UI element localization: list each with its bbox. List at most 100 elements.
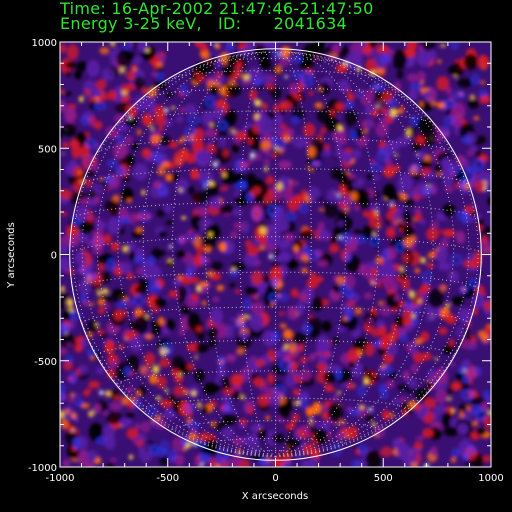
emission-blob xyxy=(60,291,69,303)
emission-blob xyxy=(168,394,176,403)
emission-blob xyxy=(479,94,491,104)
emission-blob xyxy=(299,357,309,363)
emission-blob xyxy=(363,128,369,134)
emission-blob xyxy=(271,152,278,158)
emission-ring xyxy=(87,349,96,356)
emission-blob xyxy=(99,390,104,395)
emission-blob xyxy=(191,191,208,203)
emission-blob xyxy=(460,338,472,349)
emission-blob xyxy=(438,229,444,234)
emission-blob xyxy=(190,276,200,284)
emission-blob xyxy=(375,104,381,108)
longitude-line xyxy=(275,52,434,458)
emission-blob xyxy=(292,135,307,149)
emission-blob xyxy=(171,356,186,374)
emission-blob xyxy=(395,316,406,328)
emission-blob xyxy=(148,374,158,385)
emission-blob xyxy=(338,79,350,93)
emission-blob xyxy=(105,390,111,397)
emission-blob xyxy=(151,71,158,77)
emission-ring xyxy=(400,333,407,342)
emission-blob xyxy=(244,314,250,319)
emission-blob xyxy=(60,127,65,138)
emission-blob xyxy=(301,254,310,263)
emission-ring xyxy=(148,256,155,265)
emission-blob xyxy=(79,147,90,159)
emission-blob xyxy=(270,126,285,135)
emission-blob xyxy=(266,229,281,247)
emission-blob xyxy=(202,300,207,306)
emission-blob xyxy=(402,253,410,264)
emission-blob xyxy=(194,456,200,460)
emission-blob xyxy=(396,384,407,391)
emission-blob xyxy=(107,368,115,380)
emission-ring xyxy=(75,399,83,407)
emission-blob xyxy=(187,433,198,441)
emission-blob xyxy=(115,362,130,380)
emission-blob xyxy=(346,318,358,332)
emission-blob xyxy=(278,403,290,419)
emission-ring xyxy=(182,436,188,446)
emission-blob xyxy=(365,88,376,100)
emission-blob xyxy=(341,152,353,164)
emission-blob xyxy=(64,122,77,138)
emission-blob xyxy=(225,353,237,363)
emission-blob xyxy=(300,189,307,196)
emission-blob xyxy=(106,411,122,425)
emission-blob xyxy=(323,199,339,218)
emission-ring xyxy=(410,115,418,126)
emission-blob xyxy=(323,371,337,384)
emission-blob xyxy=(220,186,229,192)
emission-ring xyxy=(300,398,308,408)
emission-blob xyxy=(124,135,133,145)
emission-blob xyxy=(309,353,316,362)
emission-blob xyxy=(341,382,349,388)
emission-blob xyxy=(124,117,138,126)
emission-blob xyxy=(118,207,129,221)
emission-blob xyxy=(77,170,82,175)
emission-blob xyxy=(363,414,373,422)
emission-blob xyxy=(214,464,221,467)
emission-blob xyxy=(165,173,172,182)
emission-blob xyxy=(206,271,214,277)
emission-blob xyxy=(101,288,109,295)
emission-blob xyxy=(173,150,185,168)
emission-blob xyxy=(413,352,425,364)
emission-blob xyxy=(410,462,419,467)
emission-blob xyxy=(444,186,455,193)
emission-blob xyxy=(414,213,423,222)
y-tick-label: 0 xyxy=(51,251,57,262)
emission-ring xyxy=(358,386,366,397)
emission-ring xyxy=(307,250,319,261)
emission-blob xyxy=(289,342,297,353)
emission-ring xyxy=(462,374,471,383)
emission-blob xyxy=(345,109,358,127)
emission-blob xyxy=(172,279,181,286)
emission-blob xyxy=(400,277,411,291)
emission-blob xyxy=(375,256,384,264)
emission-ring xyxy=(107,160,117,168)
emission-blob xyxy=(292,180,300,187)
emission-blob xyxy=(93,120,103,130)
emission-blob xyxy=(97,263,105,272)
emission-ring xyxy=(147,405,157,416)
emission-ring xyxy=(299,205,308,214)
emission-blob xyxy=(443,426,459,437)
emission-blob xyxy=(86,60,100,78)
emission-blob xyxy=(413,441,424,450)
emission-blob xyxy=(339,138,348,145)
emission-ring xyxy=(139,210,151,222)
emission-blob xyxy=(156,250,166,256)
emission-blob xyxy=(213,161,218,168)
emission-blob xyxy=(335,432,346,441)
emission-blob xyxy=(392,49,408,70)
emission-blob xyxy=(212,106,225,121)
emission-blob xyxy=(156,414,162,421)
emission-blob xyxy=(399,105,405,110)
emission-blob xyxy=(406,42,418,51)
emission-blob xyxy=(282,188,294,202)
emission-blob xyxy=(321,411,330,420)
emission-blob xyxy=(247,158,255,164)
emission-blob xyxy=(150,125,154,131)
x-tick-label: -1000 xyxy=(45,473,74,484)
